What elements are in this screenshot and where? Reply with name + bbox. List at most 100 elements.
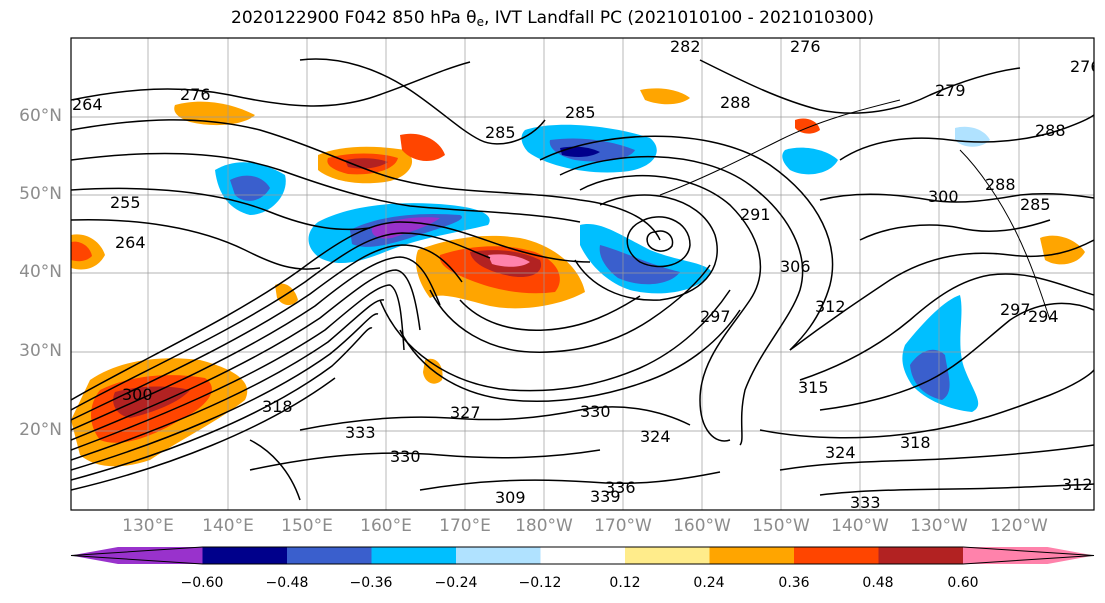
colorbar-segment — [878, 547, 964, 564]
colorbar-segment — [287, 547, 372, 564]
positive-peak-central — [488, 254, 530, 267]
negative-shading-small — [782, 147, 838, 175]
colorbar-segment — [709, 547, 795, 564]
contour-east-6 — [839, 114, 1094, 161]
contour-label: 276 — [790, 37, 821, 56]
contour-label: 279 — [935, 81, 966, 100]
colorbar-tick: 0.12 — [609, 575, 641, 591]
contour-east-2 — [799, 273, 1094, 381]
contour-label: 294 — [1028, 307, 1059, 326]
map-content: 264 276 282 276 276 279 285 285 288 288 … — [71, 37, 1101, 512]
contour-label: 282 — [670, 37, 701, 56]
colorbar-outline — [70, 546, 1095, 565]
colorbar-tick: 0.24 — [693, 575, 725, 591]
contour-south-2 — [249, 449, 601, 471]
contour-label: 330 — [390, 447, 421, 466]
negative-core-southeast — [910, 349, 950, 400]
contour-east-3 — [819, 302, 1094, 411]
contour-label: 312 — [1062, 475, 1093, 494]
contour-label: 276 — [180, 85, 211, 104]
negative-max-north — [560, 146, 600, 157]
contour-sub-2 — [379, 289, 731, 392]
contour-label: 285 — [565, 103, 596, 122]
contour-label: 288 — [1035, 121, 1066, 140]
lon-label: 170°E — [439, 516, 491, 536]
contour-label: 300 — [928, 187, 959, 206]
contour-label: 318 — [262, 397, 293, 416]
colorbar-segment — [625, 547, 710, 564]
chart-title: 2020122900 F042 850 hPa θe, IVT Landfall… — [0, 8, 1105, 29]
contour-cyclone-5 — [559, 155, 804, 446]
contour-cyclone-6 — [539, 135, 834, 351]
contour-label: 276 — [1070, 57, 1101, 76]
lon-label: 170°W — [594, 516, 652, 536]
colorbar-extend-low — [71, 547, 203, 564]
negative-shading-east — [580, 224, 712, 294]
contour-east-5 — [819, 193, 1094, 203]
contour-label: 288 — [720, 93, 751, 112]
contour-north-4 — [71, 219, 321, 270]
positive-shading-right-edge — [1040, 235, 1085, 265]
contour-label: 264 — [72, 95, 103, 114]
lon-label: 120°W — [990, 516, 1048, 536]
contour-cyclone-3 — [574, 194, 718, 301]
contour-label: 318 — [900, 433, 931, 452]
lon-label: 150°E — [281, 516, 333, 536]
coastline-alaska — [659, 99, 901, 196]
contour-label: 285 — [485, 123, 516, 142]
colorbar-tick: 0.48 — [862, 575, 894, 591]
colorbar — [70, 546, 1095, 565]
contour-label: 264 — [115, 233, 146, 252]
contour-jet-7 — [71, 299, 385, 461]
contour-sub-3 — [429, 264, 711, 353]
negative-core-east — [599, 245, 680, 285]
lat-label-30n: 30°N — [19, 341, 62, 361]
positive-shading-nw-strip2 — [400, 133, 445, 162]
contour-label: 291 — [740, 205, 771, 224]
contour-label: 339 — [590, 487, 621, 506]
map-frame — [70, 37, 1095, 511]
contour-jet-9 — [71, 327, 373, 481]
lon-label: 140°W — [831, 516, 889, 536]
contour-label: 297 — [700, 307, 731, 326]
contour-sub-4 — [459, 295, 641, 331]
theta-e-contours — [71, 58, 1094, 501]
contour-label: 324 — [640, 427, 671, 446]
contour-jet-10 — [71, 377, 336, 491]
positive-max-northwest — [345, 158, 388, 169]
colorbar-tick: −0.48 — [265, 575, 309, 591]
contour-cyclone-1 — [646, 230, 674, 252]
contour-south-3 — [779, 444, 1094, 471]
contour-label: 324 — [825, 443, 856, 462]
lon-label: 150°W — [752, 516, 810, 536]
colorbar-extend-high — [963, 547, 1094, 564]
contour-jet-4 — [71, 256, 441, 431]
gridlines — [71, 38, 1094, 510]
colorbar-tick: 0.36 — [778, 575, 810, 591]
lon-label: 130°E — [122, 516, 174, 536]
title-suffix: , IVT Landfall PC (2021010100 - 20210103… — [483, 8, 874, 28]
contour-jet-8 — [71, 313, 379, 471]
contour-label: 330 — [580, 402, 611, 421]
colorbar-segment — [794, 547, 879, 564]
contour-label: 288 — [985, 175, 1016, 194]
contour-sub-1 — [399, 309, 741, 403]
lat-label-50n: 50°N — [19, 184, 62, 204]
contour-east-4 — [759, 369, 1094, 439]
contour-label: 306 — [780, 257, 811, 276]
contour-north-3 — [71, 187, 371, 231]
contour-south-5 — [419, 471, 721, 491]
contour-labels: 264 276 282 276 276 279 285 285 288 288 … — [72, 37, 1101, 512]
contour-south-1 — [299, 406, 691, 431]
contour-label: 315 — [798, 378, 829, 397]
contour-label: 333 — [850, 493, 881, 512]
contour-jet-1 — [71, 221, 591, 401]
contour-north-1 — [71, 119, 661, 241]
contour-label: 309 — [495, 488, 526, 507]
colorbar-segment — [456, 547, 541, 564]
coastline-na — [959, 149, 1051, 321]
lon-label: 160°E — [360, 516, 412, 536]
contour-cyclone-2 — [626, 216, 691, 268]
lon-label: 160°W — [673, 516, 731, 536]
